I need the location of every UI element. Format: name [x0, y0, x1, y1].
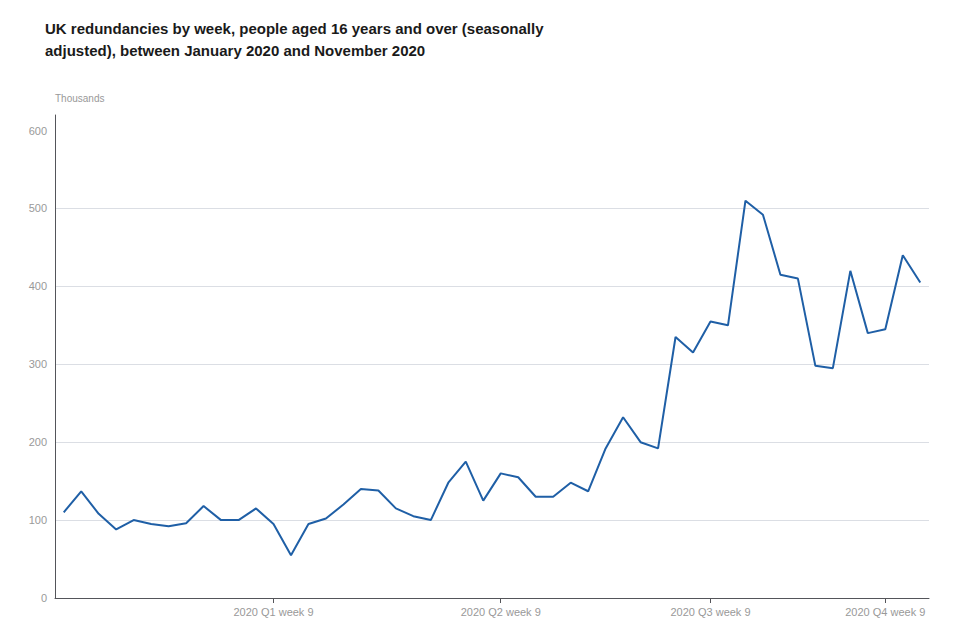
svg-text:400: 400 — [29, 280, 47, 292]
svg-text:100: 100 — [29, 514, 47, 526]
svg-text:2020 Q4 week 9: 2020 Q4 week 9 — [845, 606, 925, 618]
svg-text:2020 Q3 week 9: 2020 Q3 week 9 — [670, 606, 750, 618]
svg-text:adjusted), between January 202: adjusted), between January 2020 and Nove… — [45, 42, 425, 59]
svg-text:2020 Q1 week 9: 2020 Q1 week 9 — [233, 606, 313, 618]
svg-text:200: 200 — [29, 436, 47, 448]
svg-text:0: 0 — [41, 592, 47, 604]
svg-text:2020 Q2 week 9: 2020 Q2 week 9 — [461, 606, 541, 618]
svg-text:Thousands: Thousands — [55, 93, 104, 104]
svg-text:600: 600 — [29, 125, 47, 137]
svg-text:300: 300 — [29, 358, 47, 370]
svg-text:UK redundancies by week, peopl: UK redundancies by week, people aged 16 … — [45, 20, 544, 37]
svg-text:500: 500 — [29, 202, 47, 214]
